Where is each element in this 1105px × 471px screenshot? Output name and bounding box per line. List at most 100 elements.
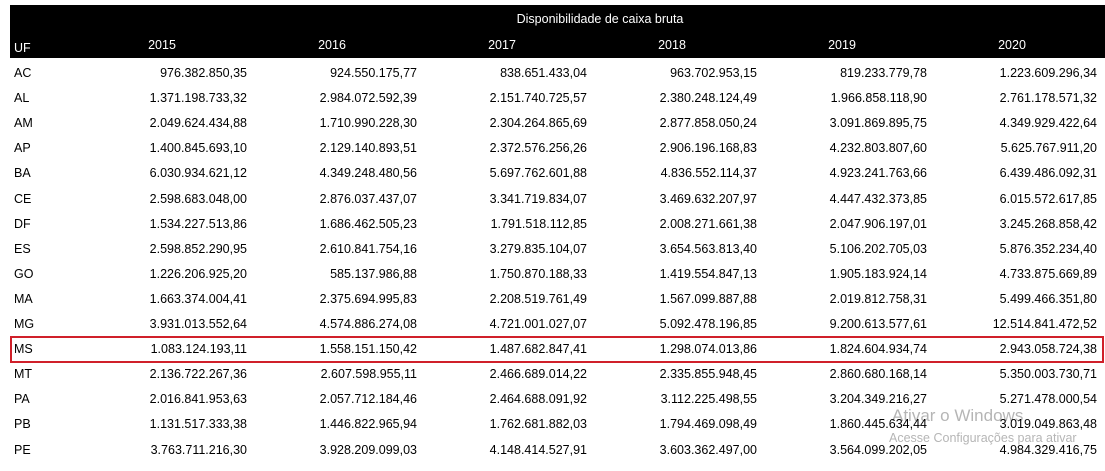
value-cell: 3.112.225.498,55 [660,392,757,407]
value-cell: 2.375.694.995,83 [319,291,417,306]
year-header: 2015 [148,38,176,52]
value-cell: 2.761.178.571,32 [999,91,1097,106]
uf-cell: MG [14,317,35,331]
uf-cell: PE [14,442,31,457]
uf-cell: AP [14,141,31,156]
value-cell: 5.625.767.911,20 [1000,141,1097,156]
value-cell: 1.487.682.847,41 [489,342,587,357]
value-cell: 4.923.241.763,66 [829,166,927,181]
value-cell: 2.008.271.661,38 [659,216,757,231]
year-header: 2017 [488,38,516,52]
year-header: 2016 [318,38,346,52]
value-cell: 1.710.990.228,30 [319,116,417,131]
uf-cell: MA [14,291,33,306]
year-header: 2018 [658,38,686,52]
value-cell: 1.567.099.887,88 [659,291,757,306]
value-cell: 2.860.680.168,14 [829,367,927,382]
year-header: 2019 [828,38,856,52]
value-cell: 2.057.712.184,46 [319,392,417,407]
value-cell: 3.279.835.104,07 [489,241,587,256]
value-cell: 976.382.850,35 [160,66,247,80]
value-cell: 3.931.013.552,64 [149,317,247,331]
value-cell: 4.721.001.027,07 [489,317,587,331]
value-cell: 4.349.248.480,56 [319,166,417,181]
value-cell: 2.136.722.267,36 [149,367,247,382]
value-cell: 3.341.719.834,07 [489,191,587,206]
value-cell: 2.304.264.865,69 [489,116,587,131]
value-cell: 838.651.433,04 [500,66,587,80]
value-cell: 4.148.414.527,91 [489,442,587,457]
value-cell: 2.466.689.014,22 [489,367,587,382]
uf-cell: BA [14,166,31,181]
uf-cell: PB [14,417,31,432]
value-cell: 2.984.072.592,39 [319,91,417,106]
value-cell: 2.372.576.256,26 [489,141,587,156]
value-cell: 4.836.552.114,37 [660,166,757,181]
value-cell: 3.091.869.895,75 [829,116,927,131]
value-cell: 2.464.688.091,92 [489,392,587,407]
uf-cell: AL [14,91,30,106]
value-cell: 2.943.058.724,38 [999,342,1097,357]
watermark-text: Acesse Configurações para ativar [889,431,1077,445]
value-cell: 5.271.478.000,54 [999,392,1097,407]
value-cell: 4.447.432.373,85 [829,191,927,206]
value-cell: 2.877.858.050,24 [659,116,757,131]
value-cell: 5.092.478.196,85 [659,317,757,331]
value-cell: 3.928.209.099,03 [319,442,417,457]
table-title: Disponibilidade de caixa bruta [516,12,684,26]
value-cell: 2.016.841.953,63 [149,392,247,407]
header-band [10,5,1105,58]
value-cell: 6.015.572.617,85 [999,191,1097,206]
value-cell: 4.984.329.416,75 [999,442,1097,457]
value-cell: 3.204.349.216,27 [829,392,927,407]
value-cell: 2.906.196.168,83 [659,141,757,156]
value-cell: 1.298.074.013,86 [659,342,757,357]
value-cell: 819.233.779,78 [840,66,927,80]
value-cell: 2.598.852.290,95 [149,241,247,256]
uf-cell: MS [14,342,33,357]
value-cell: 585.137.986,88 [330,266,417,281]
value-cell: 1.223.609.296,34 [999,66,1097,80]
uf-header: UF [14,41,31,55]
value-cell: 2.380.248.124,49 [659,91,757,106]
value-cell: 1.083.124.193,11 [150,342,247,357]
value-cell: 1.966.858.118,90 [830,91,927,106]
value-cell: 12.514.841.472,52 [992,317,1097,331]
value-cell: 3.019.049.863,48 [999,417,1097,432]
value-cell: 2.335.855.948,45 [659,367,757,382]
value-cell: 2.151.740.725,57 [489,91,587,106]
value-cell: 1.534.227.513,86 [149,216,247,231]
value-cell: 2.607.598.955,11 [320,367,417,382]
row-highlight [10,336,1104,363]
value-cell: 5.697.762.601,88 [489,166,587,181]
value-cell: 924.550.175,77 [330,66,417,80]
value-cell: 2.598.683.048,00 [149,191,247,206]
value-cell: 2.876.037.437,07 [319,191,417,206]
uf-cell: GO [14,266,34,281]
value-cell: 1.791.518.112,85 [490,216,587,231]
value-cell: 3.763.711.216,30 [150,442,247,457]
value-cell: 5.876.352.234,40 [999,241,1097,256]
uf-cell: ES [14,241,31,256]
value-cell: 1.663.374.004,41 [149,291,247,306]
value-cell: 1.558.151.150,42 [319,342,417,357]
value-cell: 1.750.870.188,33 [489,266,587,281]
uf-cell: DF [14,216,31,231]
value-cell: 1.794.469.098,49 [659,417,757,432]
value-cell: 6.030.934.621,12 [149,166,247,181]
uf-cell: PA [14,392,30,407]
value-cell: 5.499.466.351,80 [999,291,1097,306]
value-cell: 6.439.486.092,31 [999,166,1097,181]
value-cell: 3.654.563.813,40 [659,241,757,256]
watermark-title: Ativar o Windows [892,406,1024,425]
value-cell: 1.419.554.847,13 [659,266,757,281]
value-cell: 1.131.517.333,38 [149,417,247,432]
uf-cell: AC [14,66,32,80]
value-cell: 2.019.812.758,31 [829,291,927,306]
value-cell: 1.686.462.505,23 [319,216,417,231]
value-cell: 1.371.198.733,32 [149,91,247,106]
value-cell: 4.349.929.422,64 [999,116,1097,131]
value-cell: 963.702.953,15 [670,66,757,80]
value-cell: 1.860.445.634,44 [829,417,927,432]
